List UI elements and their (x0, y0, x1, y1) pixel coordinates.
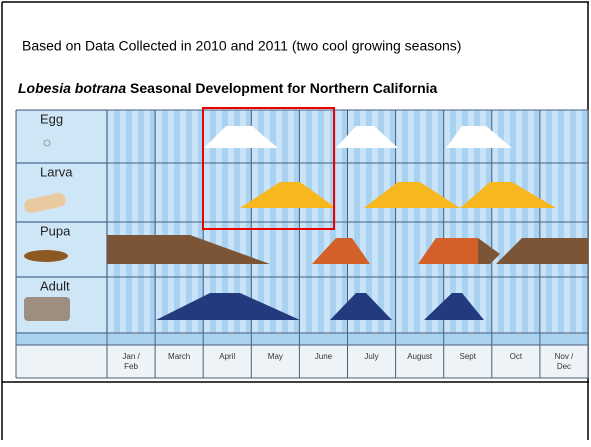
month-part: Jan / (122, 352, 140, 361)
spacer (16, 333, 588, 345)
stage-label: Adult (40, 278, 70, 293)
month-label: June (315, 352, 333, 361)
month-label: July (364, 352, 378, 361)
stage-label: Larva (40, 164, 73, 179)
month-row-bg (16, 345, 588, 378)
chart-title: Lobesia botrana Seasonal Development for… (18, 80, 438, 96)
title-rest: Seasonal Development for Northern Califo… (130, 80, 437, 96)
month-label: May (268, 352, 283, 361)
month-part: Dec (557, 362, 571, 371)
stage-label: Pupa (40, 223, 71, 238)
month-label: April (219, 352, 235, 361)
month-label: August (407, 352, 433, 361)
note: Based on Data Collected in 2010 and 2011… (22, 38, 461, 54)
calendar: Egg Larva Pupa Adult Jan /Feb March April May Ju… (16, 110, 588, 378)
month-label: Jan /Feb (122, 352, 140, 371)
month-label: Oct (510, 352, 523, 361)
month-label: Sept (460, 352, 477, 361)
month-part: Nov / (555, 352, 574, 361)
month-part: Feb (124, 362, 138, 371)
species: Lobesia botrana (18, 80, 126, 96)
month-label: March (168, 352, 190, 361)
stage-label: Egg (40, 111, 63, 126)
pupa-icon (24, 250, 68, 262)
slide: Based on Data Collected in 2010 and 2011… (0, 0, 591, 442)
adult-icon (24, 297, 70, 321)
